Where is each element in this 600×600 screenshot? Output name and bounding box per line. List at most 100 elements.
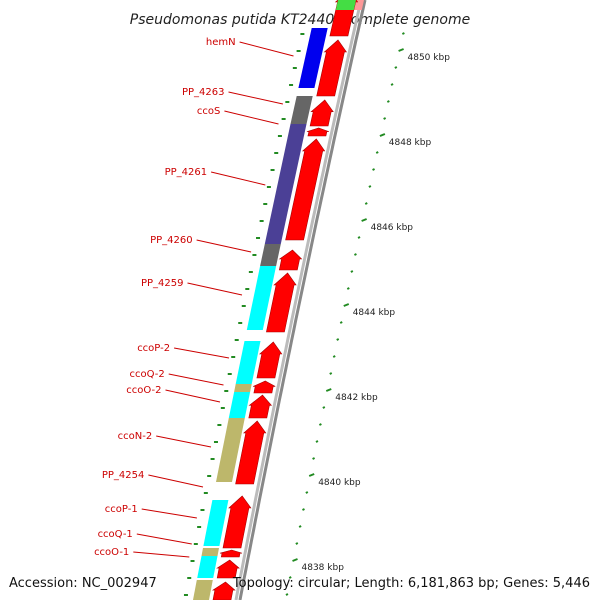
cog-block xyxy=(235,341,261,384)
scale-label: 4838 kbp xyxy=(302,563,345,573)
minor-tick xyxy=(375,151,379,154)
scale-label: 4844 kbp xyxy=(353,308,396,318)
minor-tick xyxy=(372,168,375,171)
major-tick xyxy=(325,388,332,392)
minor-tick xyxy=(302,508,305,511)
gene-arrow xyxy=(309,99,334,127)
gene-arrow-partial xyxy=(335,0,356,10)
gene-arrow xyxy=(266,272,297,333)
inner-ticks xyxy=(183,33,305,596)
minor-tick xyxy=(322,406,326,409)
leader-line xyxy=(136,533,192,545)
leader-line xyxy=(165,389,221,403)
leader-line xyxy=(196,239,252,253)
scale-label: 4842 kbp xyxy=(335,393,378,403)
leader-line xyxy=(156,435,212,448)
gene-arrow xyxy=(316,39,347,97)
minor-tick xyxy=(353,253,357,256)
gene-labels: hemN PP_4263 ccoS PP_4261 PP_4260 PP_4259 ccoP… xyxy=(94,37,236,558)
cog-track xyxy=(193,0,364,600)
leader-line xyxy=(148,474,204,488)
scale-labels: 4850 kbp 4848 kbp 4846 kbp 4844 kbp 4842 kbp… xyxy=(302,53,451,573)
gene-label: PP_4263 xyxy=(182,87,225,98)
backbone xyxy=(234,0,367,600)
minor-tick xyxy=(368,185,372,188)
cog-block xyxy=(264,124,307,244)
minor-tick xyxy=(339,321,343,324)
cog-block xyxy=(201,548,219,556)
leader-line xyxy=(224,110,279,125)
gene-label: ccoQ-2 xyxy=(129,369,164,380)
leader-line xyxy=(133,551,190,558)
major-tick xyxy=(361,218,368,222)
cog-block xyxy=(193,580,213,600)
accession-text: Accession: NC_002947 xyxy=(9,576,157,591)
gene-arrow xyxy=(306,127,329,137)
gene-label: PP_4261 xyxy=(165,167,208,178)
gene-arrow xyxy=(222,495,252,549)
gene-track xyxy=(211,0,359,600)
major-tick xyxy=(379,133,386,137)
leader-line xyxy=(141,508,197,519)
leader-line xyxy=(168,373,224,386)
gene-arrow xyxy=(248,394,273,419)
minor-tick xyxy=(295,542,299,545)
minor-tick xyxy=(357,236,361,239)
scale-label: 4840 kbp xyxy=(318,478,361,488)
minor-tick xyxy=(364,202,368,205)
gene-arrow xyxy=(219,549,243,558)
leader-line xyxy=(239,41,294,57)
backbone-line-outer xyxy=(238,0,367,600)
minor-tick xyxy=(332,355,336,358)
cog-block xyxy=(298,28,328,88)
minor-tick xyxy=(346,287,350,290)
leader-line xyxy=(187,282,243,296)
cog-block xyxy=(216,418,245,482)
minor-tick xyxy=(305,491,309,494)
gene-label: ccoP-1 xyxy=(105,504,138,515)
minor-tick xyxy=(386,100,390,103)
gene-arrow xyxy=(278,249,303,271)
backbone-line-inner xyxy=(234,0,363,600)
genome-summary: Topology: circular; Length: 6,181,863 bp… xyxy=(232,576,590,591)
major-tick xyxy=(308,473,315,477)
minor-tick xyxy=(329,372,333,375)
label-leaders xyxy=(133,41,294,558)
minor-tick xyxy=(318,423,322,426)
gene-label: PP_4254 xyxy=(102,470,145,481)
cog-block xyxy=(290,96,313,124)
cog-block xyxy=(234,384,252,392)
major-tick xyxy=(398,48,404,52)
minor-tick xyxy=(336,338,340,341)
gene-label: PP_4260 xyxy=(150,235,193,246)
gene-label: ccoS xyxy=(197,106,220,117)
cog-block xyxy=(260,244,281,266)
gene-arrow xyxy=(253,380,276,394)
minor-tick xyxy=(350,270,354,273)
minor-tick xyxy=(315,440,319,443)
leader-line xyxy=(210,171,266,186)
minor-tick xyxy=(383,117,387,120)
gene-arrow xyxy=(256,341,283,379)
gene-label: ccoN-2 xyxy=(118,431,153,442)
scale-label: 4850 kbp xyxy=(408,53,451,63)
scale-label: 4848 kbp xyxy=(389,138,432,148)
scale-ticks xyxy=(285,32,405,596)
gene-arrow xyxy=(216,559,240,579)
cog-block xyxy=(203,500,229,546)
gene-label: PP_4259 xyxy=(141,278,184,289)
scale-label: 4846 kbp xyxy=(371,223,414,233)
gene-arrow xyxy=(285,138,326,241)
gene-label: ccoO-1 xyxy=(94,547,129,558)
minor-tick xyxy=(394,66,398,69)
minor-tick xyxy=(298,525,302,528)
major-tick xyxy=(292,558,298,562)
minor-tick xyxy=(288,576,292,579)
gene-arrow xyxy=(211,581,236,600)
gene-label: hemN xyxy=(206,37,236,48)
minor-tick xyxy=(401,32,405,35)
cog-block xyxy=(197,556,218,578)
minor-tick xyxy=(312,457,316,460)
gene-label: ccoP-2 xyxy=(137,343,170,354)
